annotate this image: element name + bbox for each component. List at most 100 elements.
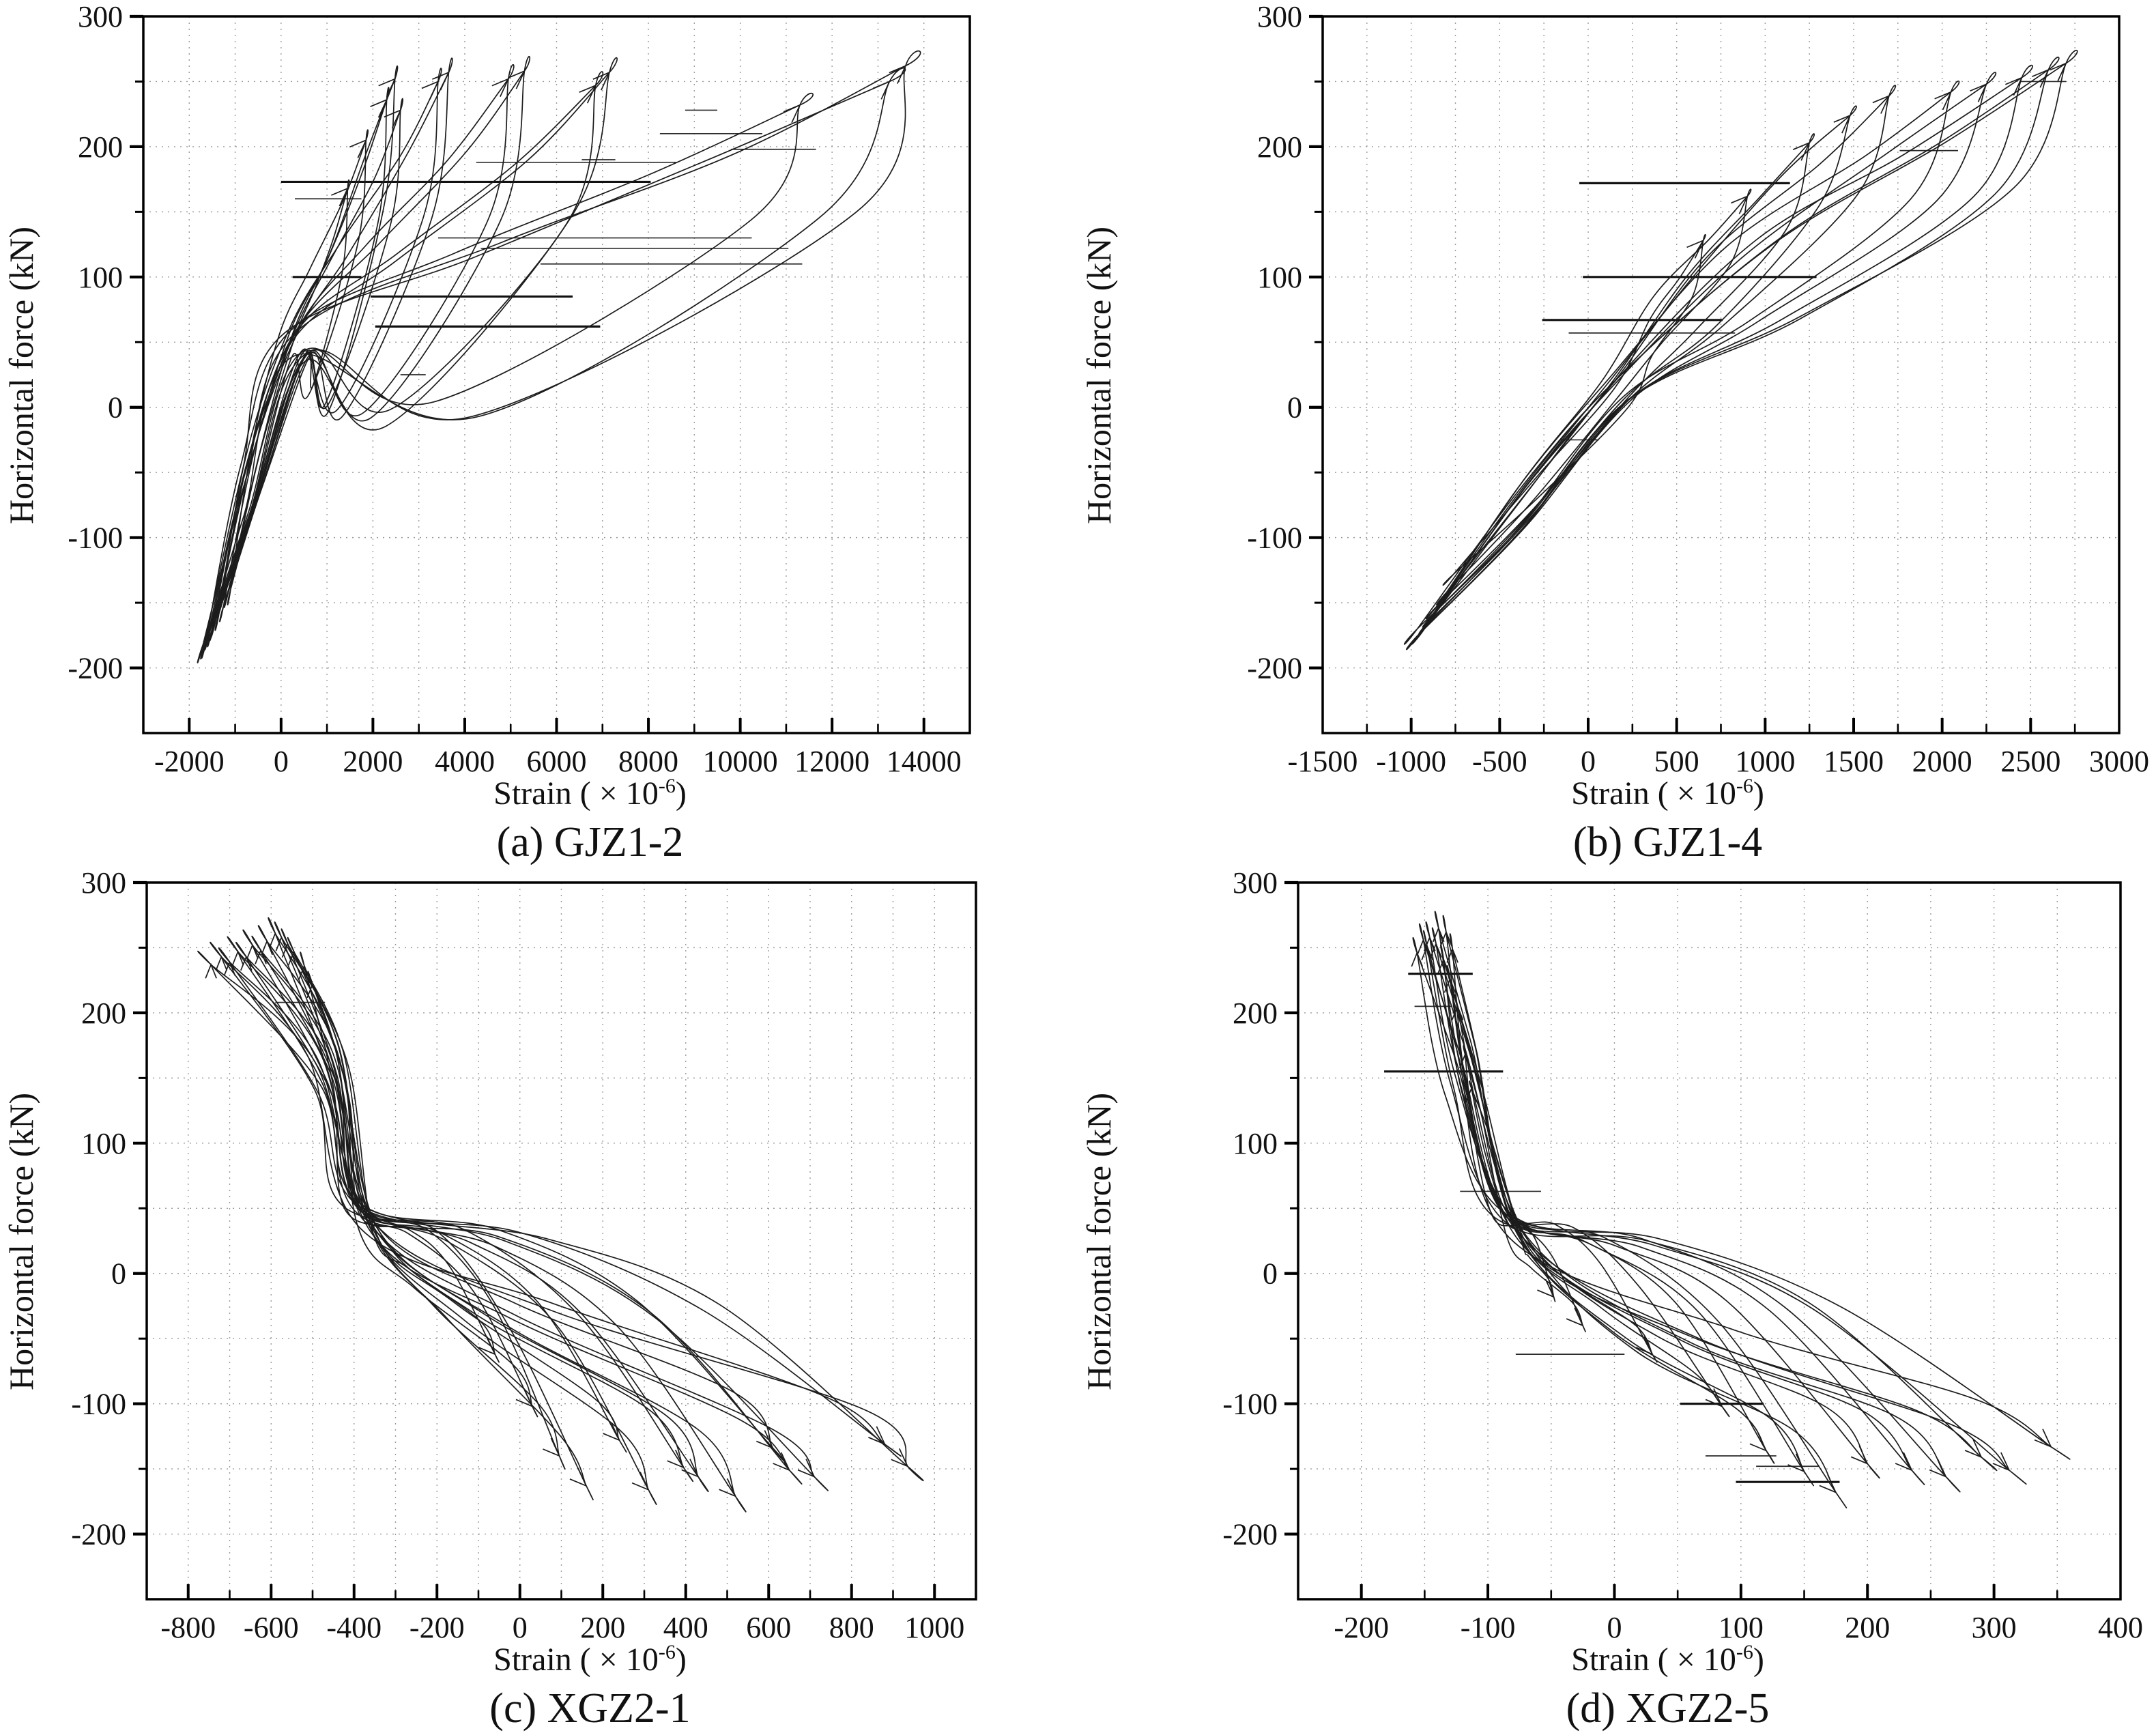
loop-tip-mark	[889, 64, 907, 84]
x-tick-label: 400	[2098, 1611, 2143, 1644]
loop-tip-mark	[603, 1422, 621, 1442]
y-tick-label: 100	[1233, 1127, 1278, 1160]
panel-column-d: -200 -100 0 100 200 300 400 -200 -100 0 100 200 300 S…	[1120, 866, 2154, 1731]
y-axis-label-text: Horizontal force (kN)	[1080, 227, 1118, 524]
x-tick-label: 1000	[1735, 745, 1795, 778]
panel-column-c: -800 -600 -400 -200 0 200 400 600 800 1000 -200 -10…	[42, 866, 1076, 1731]
loop-tip-mark	[384, 109, 402, 128]
loop-tip-mark	[891, 1448, 909, 1467]
x-axis-label-superscript: -6	[658, 1641, 676, 1663]
hysteresis-loop	[1436, 188, 1752, 606]
hysteresis-loop	[210, 941, 902, 1457]
loop-tip-mark	[592, 71, 611, 91]
y-tick-label: -200	[71, 1518, 126, 1551]
loop-tip-mark	[1635, 1336, 1654, 1356]
panel-d: Horizontal force (kN) -200 -100 0 100 200 300 4…	[1078, 866, 2156, 1733]
x-axis-label-close: )	[1753, 1642, 1764, 1678]
x-tick-label: 2000	[1912, 745, 1972, 778]
loop-top-arrow	[215, 955, 228, 971]
x-tick-label: 14000	[887, 745, 962, 778]
y-tick-label: 300	[1257, 0, 1302, 33]
x-tick-label: 3000	[2089, 745, 2149, 778]
loop-tip-mark	[569, 1467, 588, 1487]
y-axis-label-text: Horizontal force (kN)	[2, 227, 40, 524]
y-tick-label: -100	[1222, 1388, 1278, 1421]
loop-tip-mark	[2031, 68, 2050, 88]
x-tick-label: -100	[1461, 1611, 1516, 1644]
hysteresis-loop	[1454, 994, 1658, 1363]
x-tick-label: 600	[746, 1611, 791, 1644]
loop-tip-mark	[783, 104, 801, 124]
x-axis-label: Strain ( × 10-6)	[1120, 1642, 2154, 1677]
panel-a: Horizontal force (kN) -2000 0 2000 4000 6000 8…	[0, 0, 1078, 866]
hysteresis-loop	[242, 929, 747, 1513]
x-tick-label: -1500	[1288, 745, 1358, 778]
x-axis-label-text: Strain ( × 10	[1571, 775, 1736, 812]
chart-b: -1500 -1000 -500 0 500 1000 1500 2000 2500 3000-2…	[1247, 0, 2149, 778]
loop-tip-mark	[1537, 1278, 1555, 1298]
y-tick-label: 0	[111, 1257, 126, 1291]
x-tick-label: 2000	[343, 745, 403, 778]
panel-column-b: -1500 -1000 -500 0 500 1000 1500 2000 2500 3000 -2…	[1120, 0, 2154, 865]
panel-c: Horizontal force (kN) -800 -600 -400 -200 0 20…	[0, 866, 1078, 1733]
y-tick-label: 200	[1257, 130, 1302, 164]
x-axis-label: Strain ( × 10-6)	[42, 775, 1076, 811]
y-tick-label: -200	[1222, 1518, 1278, 1551]
x-tick-label: 200	[580, 1611, 625, 1644]
hysteresis-loop	[204, 71, 604, 650]
caption-a: (a) GJZ1-2	[496, 819, 684, 866]
hysteresis-loop	[197, 50, 921, 663]
loop-top-arrow	[231, 949, 244, 966]
x-axis-label: Strain ( × 10-6)	[1120, 775, 2154, 811]
hysteresis-loop	[268, 917, 657, 1506]
plot-frame	[1297, 881, 2122, 1601]
loop-tip-mark	[491, 78, 510, 97]
y-tick-label: 200	[1233, 997, 1278, 1030]
loop-top-arrow	[269, 932, 282, 947]
x-tick-label: 200	[1845, 1611, 1890, 1644]
loop-tip-mark	[2049, 62, 2067, 82]
x-tick-label: 2500	[2000, 745, 2060, 778]
hysteresis-loop	[218, 947, 829, 1491]
loop-tip-mark	[681, 1459, 700, 1478]
loop-tip-mark	[1705, 1388, 1723, 1408]
x-tick-label: 4000	[435, 745, 495, 778]
x-tick-label: 10000	[703, 745, 778, 778]
x-tick-label: 100	[1719, 1611, 1764, 1644]
chart-c: -800 -600 -400 -200 0 200 400 600 800 1000-200-10…	[71, 866, 977, 1644]
loop-top-arrow	[223, 960, 236, 976]
x-tick-label: -600	[244, 1611, 299, 1644]
x-tick-label: 0	[513, 1611, 528, 1644]
loop-tip-mark	[331, 187, 349, 207]
loop-tip-mark	[378, 78, 397, 97]
x-axis-label: Strain ( × 10-6)	[42, 1642, 1076, 1677]
loop-tip-mark	[421, 80, 440, 100]
loop-top-arrow	[240, 955, 253, 971]
y-axis-label-text: Horizontal force (kN)	[1080, 1093, 1118, 1390]
loop-top-arrow	[275, 935, 288, 951]
y-tick-label: 100	[81, 1127, 126, 1160]
loop-tip-mark	[756, 1430, 775, 1450]
x-tick-label: 800	[829, 1611, 874, 1644]
x-tick-label: -200	[1334, 1611, 1389, 1644]
loop-top-arrow	[1411, 951, 1424, 967]
loop-tip-mark	[2034, 1429, 2052, 1448]
loop-tip-mark	[872, 80, 891, 100]
x-tick-label: 500	[1654, 745, 1699, 778]
x-axis-label-text: Strain ( × 10	[493, 775, 659, 812]
loop-tip-mark	[667, 1449, 685, 1469]
y-tick-label: 100	[78, 261, 123, 294]
x-tick-label: 400	[663, 1611, 708, 1644]
y-tick-label: 200	[78, 130, 123, 164]
x-tick-label: 0	[274, 745, 289, 778]
y-tick-label: -100	[1247, 521, 1302, 555]
y-axis-label: Horizontal force (kN)	[0, 0, 42, 751]
loop-top-arrow	[1432, 926, 1445, 943]
hysteresis-loop	[1405, 57, 2060, 650]
x-tick-label: 12000	[794, 745, 869, 778]
loop-tip-mark	[868, 1426, 887, 1446]
y-tick-label: 100	[1257, 261, 1302, 294]
x-tick-label: -800	[160, 1611, 216, 1644]
x-axis-label-close: )	[1753, 775, 1764, 812]
